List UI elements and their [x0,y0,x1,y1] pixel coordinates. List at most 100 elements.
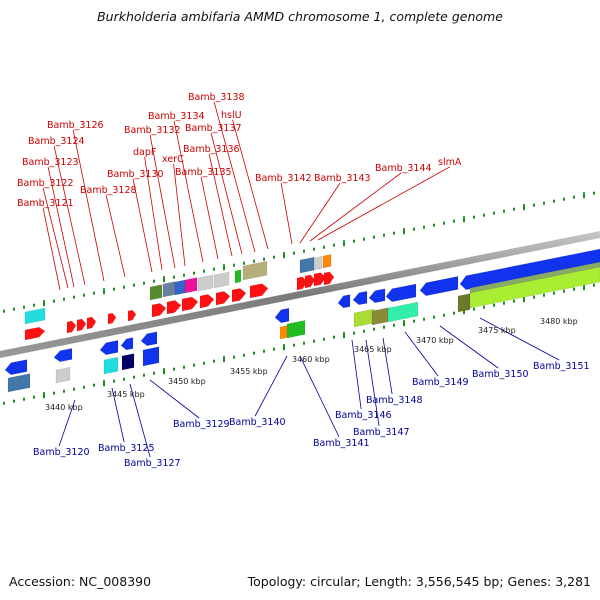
label-leader-line [105,194,126,278]
gene-block [242,260,268,281]
gene-arrow [313,272,327,287]
gene-arrow [199,294,215,309]
label-leader-line [173,120,204,263]
axis-tick-label: 3450 kbp [168,377,206,386]
label-leader-line [72,129,105,282]
gene-arrow [304,274,316,289]
label-leader-line [42,207,61,291]
gene-arrow [181,296,199,312]
label-leader-line [111,387,125,443]
label-leader-line [53,145,86,286]
gene-label-reverse: Bamb_3149 [412,377,469,388]
label-leader-line [149,379,200,419]
gene-label-reverse: Bamb_3146 [335,410,392,421]
gene-label-reverse: Bamb_3127 [124,458,181,469]
gene-arrow [4,359,28,376]
label-leader-line [210,132,243,255]
axis-tick-label: 3465 kbp [354,345,392,354]
axis-tick-label: 3480 kbp [540,317,578,326]
label-leader-line [309,172,402,242]
gene-label-forward: Bamb_3135 [175,167,232,178]
axis-tick-label: 3470 kbp [416,336,454,345]
label-leader-line [200,176,219,260]
label-leader-line [382,337,393,395]
gene-arrow [127,309,137,322]
gene-label-forward: Bamb_3143 [314,173,371,184]
label-leader-line [173,163,186,267]
accession-label: Accession: NC_008390 [9,574,152,589]
label-leader-line [365,339,380,427]
axis-tick-label: 3455 kbp [230,367,268,376]
gene-label-forward: Bamb_3124 [28,136,85,147]
gene-block [24,307,46,325]
label-leader-line [404,331,439,377]
gene-arrow [385,283,417,303]
gene-arrow [151,303,167,318]
label-leader-line [47,166,75,288]
gene-label-reverse: Bamb_3141 [313,438,370,449]
gene-label-forward: Bamb_3144 [375,163,432,174]
gene-block [286,320,306,339]
gene-label-reverse: Bamb_3140 [229,417,286,428]
gene-label-forward: xerC [162,154,184,165]
genome-backbone [0,231,600,358]
label-leader-line [280,182,293,245]
gene-arrow [120,337,134,351]
label-leader-line [299,355,340,438]
gene-label-forward: Bamb_3142 [255,173,312,184]
gene-label-forward: Bamb_3138 [188,92,245,103]
gene-arrow [76,318,87,332]
label-leader-line [149,134,176,269]
label-leader-line [232,119,269,250]
label-leader-line [132,178,153,273]
gene-block [387,301,419,323]
gene-label-forward: hslU [221,110,242,121]
gene-block [197,274,214,292]
gene-label-forward: Bamb_3121 [17,198,74,209]
label-leader-line [144,156,163,271]
gene-arrow [249,283,269,299]
gene-block [184,277,198,294]
axis-tick-label: 3475 kbp [478,326,516,335]
gene-block [469,261,600,294]
gene-label-forward: Bamb_3123 [22,157,79,168]
axis-tick-label: 3445 kbp [107,390,145,399]
gene-arrow [166,300,182,315]
gene-label-forward: Bamb_3128 [80,185,137,196]
gene-arrow [231,288,247,303]
gene-block [353,308,375,328]
gene-block [162,281,176,298]
gene-block [55,366,71,384]
gene-label-reverse: Bamb_3150 [472,369,529,380]
gene-label-reverse: Bamb_3129 [173,419,230,430]
gene-block [174,279,186,296]
gene-arrow [459,248,600,291]
label-leader-line [254,355,288,417]
gene-arrow [99,340,119,356]
gene-arrow [66,320,77,334]
axis-tick-label: 3460 kbp [292,355,330,364]
gene-block [142,346,160,367]
gene-label-forward: Bamb_3136 [183,144,240,155]
gene-block [103,356,119,375]
gene-block [299,256,315,274]
gene-block [121,353,135,371]
label-leader-line [208,153,233,257]
gene-arrow [215,291,231,306]
label-leader-line [58,399,76,447]
gene-arrow [352,290,368,306]
gene-arrow [337,294,351,309]
gene-label-forward: Bamb_3126 [47,120,104,131]
label-leader-line [479,317,560,361]
gene-arrow [323,271,335,286]
label-leader-line [213,101,256,253]
label-leader-line [439,325,499,369]
gene-arrow [53,348,73,363]
gene-block [322,254,332,269]
gene-label-forward: Bamb_3134 [148,111,205,122]
topology-label: Topology: circular; Length: 3,556,545 bp… [247,574,591,589]
label-leader-line [42,187,69,289]
gene-arrow [368,288,386,304]
label-leader-line [351,339,362,410]
